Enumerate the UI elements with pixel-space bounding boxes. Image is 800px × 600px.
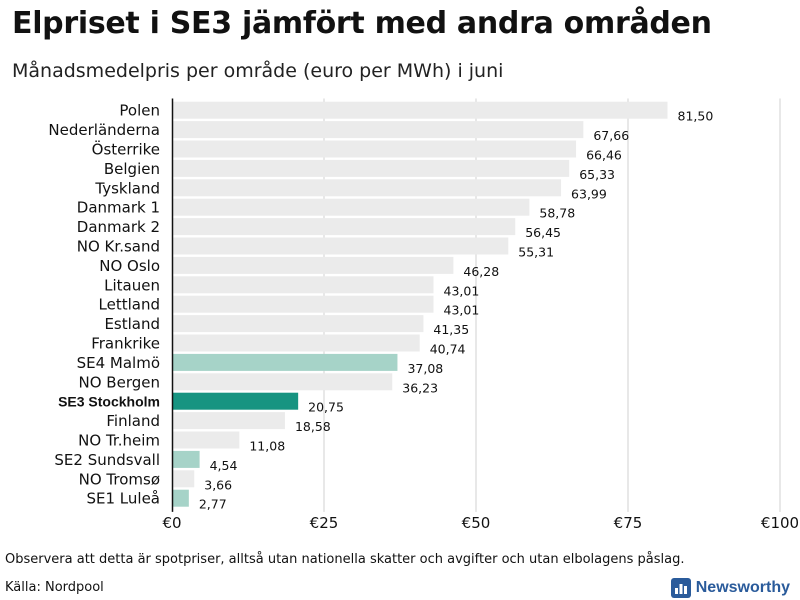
x-tick-label-2: €50: [462, 514, 491, 532]
chart-title: Elpriset i SE3 jämfört med andra områden: [12, 6, 712, 41]
bar-12: [172, 334, 420, 352]
bar-5: [172, 198, 530, 216]
value-label-19: 3,66: [204, 477, 232, 492]
bar-15: [172, 392, 299, 410]
category-label-11: Estland: [104, 315, 160, 333]
category-label-5: Danmark 1: [77, 199, 160, 217]
category-label-18: SE2 Sundsvall: [54, 451, 160, 469]
value-label-1: 67,66: [593, 128, 629, 143]
bar-3: [172, 159, 570, 177]
value-label-0: 81,50: [678, 109, 714, 124]
category-label-12: Frankrike: [91, 335, 160, 353]
category-label-9: Litauen: [104, 276, 160, 294]
category-label-4: Tyskland: [94, 179, 160, 197]
value-label-2: 66,46: [586, 148, 622, 163]
source-credit: Källa: Nordpool: [5, 580, 104, 595]
category-label-16: Finland: [106, 412, 160, 430]
x-tick-label-3: €75: [614, 514, 643, 532]
bar-20: [172, 489, 189, 507]
bar-9: [172, 276, 434, 294]
value-label-10: 43,01: [444, 303, 480, 318]
category-label-15: SE3 Stockholm: [58, 394, 160, 410]
bar-4: [172, 179, 562, 197]
bar-0: [172, 101, 668, 119]
bar-chart: Polen 81,50 Nederländerna 67,66 Österrike 66,…: [48, 98, 799, 532]
category-label-20: SE1 Luleå: [87, 490, 161, 508]
category-label-7: NO Kr.sand: [77, 238, 160, 256]
value-label-6: 56,45: [525, 225, 561, 240]
bar-10: [172, 295, 434, 313]
value-label-14: 36,23: [402, 380, 438, 395]
bar-17: [172, 431, 240, 449]
value-label-4: 63,99: [571, 186, 607, 201]
category-label-14: NO Bergen: [79, 373, 160, 391]
bar-7: [172, 237, 509, 255]
value-label-7: 55,31: [518, 245, 554, 260]
value-label-20: 2,77: [199, 497, 227, 512]
bar-6: [172, 218, 516, 236]
value-label-5: 58,78: [539, 206, 575, 221]
value-label-12: 40,74: [430, 342, 466, 357]
value-label-18: 4,54: [210, 458, 238, 473]
value-label-15: 20,75: [308, 400, 344, 415]
value-label-13: 37,08: [407, 361, 443, 376]
value-label-3: 65,33: [579, 167, 615, 182]
value-label-17: 11,08: [249, 439, 285, 454]
value-label-16: 18,58: [295, 419, 331, 434]
category-label-6: Danmark 2: [77, 218, 160, 236]
bar-2: [172, 140, 577, 158]
category-label-10: Lettland: [99, 296, 160, 314]
category-label-19: NO Tromsø: [79, 470, 160, 488]
category-label-17: NO Tr.heim: [78, 432, 160, 450]
x-tick-label-0: €0: [162, 514, 181, 532]
bar-18: [172, 450, 200, 468]
value-label-8: 46,28: [463, 264, 499, 279]
bar-1: [172, 121, 584, 139]
x-tick-label-1: €25: [310, 514, 339, 532]
category-label-1: Nederländerna: [48, 121, 160, 139]
bar-8: [172, 256, 454, 274]
chart-subtitle: Månadsmedelpris per område (euro per MWh…: [12, 60, 504, 82]
category-label-13: SE4 Malmö: [77, 354, 160, 372]
bar-14: [172, 373, 393, 391]
category-label-3: Belgien: [104, 160, 160, 178]
bar-19: [172, 470, 195, 488]
x-tick-label-4: €100: [761, 514, 799, 532]
bar-13: [172, 353, 398, 371]
brand-name: Newsworthy: [695, 579, 790, 596]
category-label-0: Polen: [119, 102, 160, 120]
category-label-8: NO Oslo: [99, 257, 160, 275]
bar-11: [172, 315, 424, 333]
newsworthy-logo-icon: [670, 578, 691, 598]
value-label-9: 43,01: [444, 283, 480, 298]
bar-16: [172, 412, 285, 430]
value-label-11: 41,35: [433, 322, 469, 337]
newsworthy-brand[interactable]: Newsworthy: [670, 578, 790, 598]
category-label-2: Österrike: [92, 140, 160, 159]
footnote: Observera att detta är spotpriser, allts…: [5, 552, 685, 567]
